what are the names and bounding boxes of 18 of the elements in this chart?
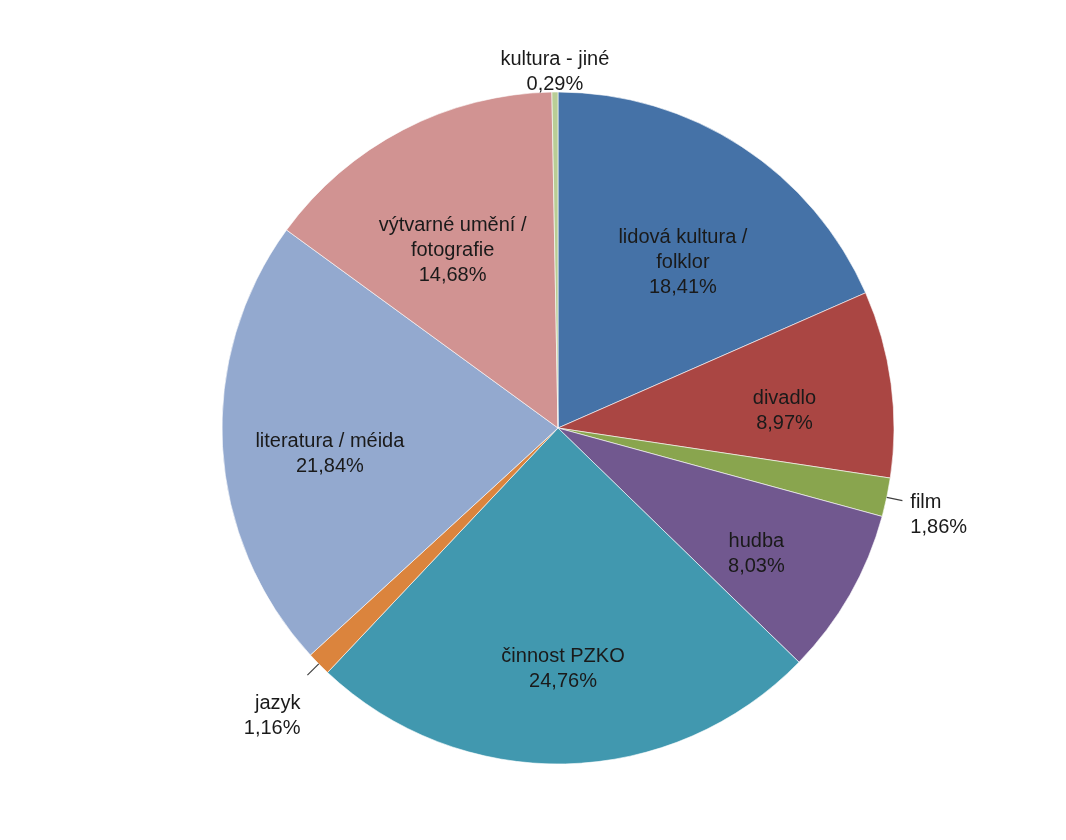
data-label: 0,29% <box>526 72 584 95</box>
data-label: 8,97% <box>756 410 814 433</box>
slice-label: film <box>910 489 942 512</box>
data-label: 21,84% <box>295 453 364 476</box>
slice-label: literatura / méida <box>255 428 406 451</box>
slice-label: divadlo <box>752 385 817 408</box>
slice-label: kultura - jiné <box>500 47 610 70</box>
data-label: 18,41% <box>648 274 718 297</box>
data-label: 14,68% <box>418 263 487 286</box>
data-label: 1,16% <box>243 715 301 738</box>
data-label: 24,76% <box>529 669 598 692</box>
slice-label: jazyk <box>253 690 302 713</box>
data-label: 8,03% <box>728 554 785 577</box>
slice-label: činnost PZKO <box>501 644 625 667</box>
slice-label: hudba <box>728 529 786 552</box>
slice-label: výtvarné umění / fotografie <box>378 213 527 261</box>
slice-label: lidová kultura / folklor <box>618 224 748 272</box>
data-label: 1,86% <box>910 514 968 537</box>
